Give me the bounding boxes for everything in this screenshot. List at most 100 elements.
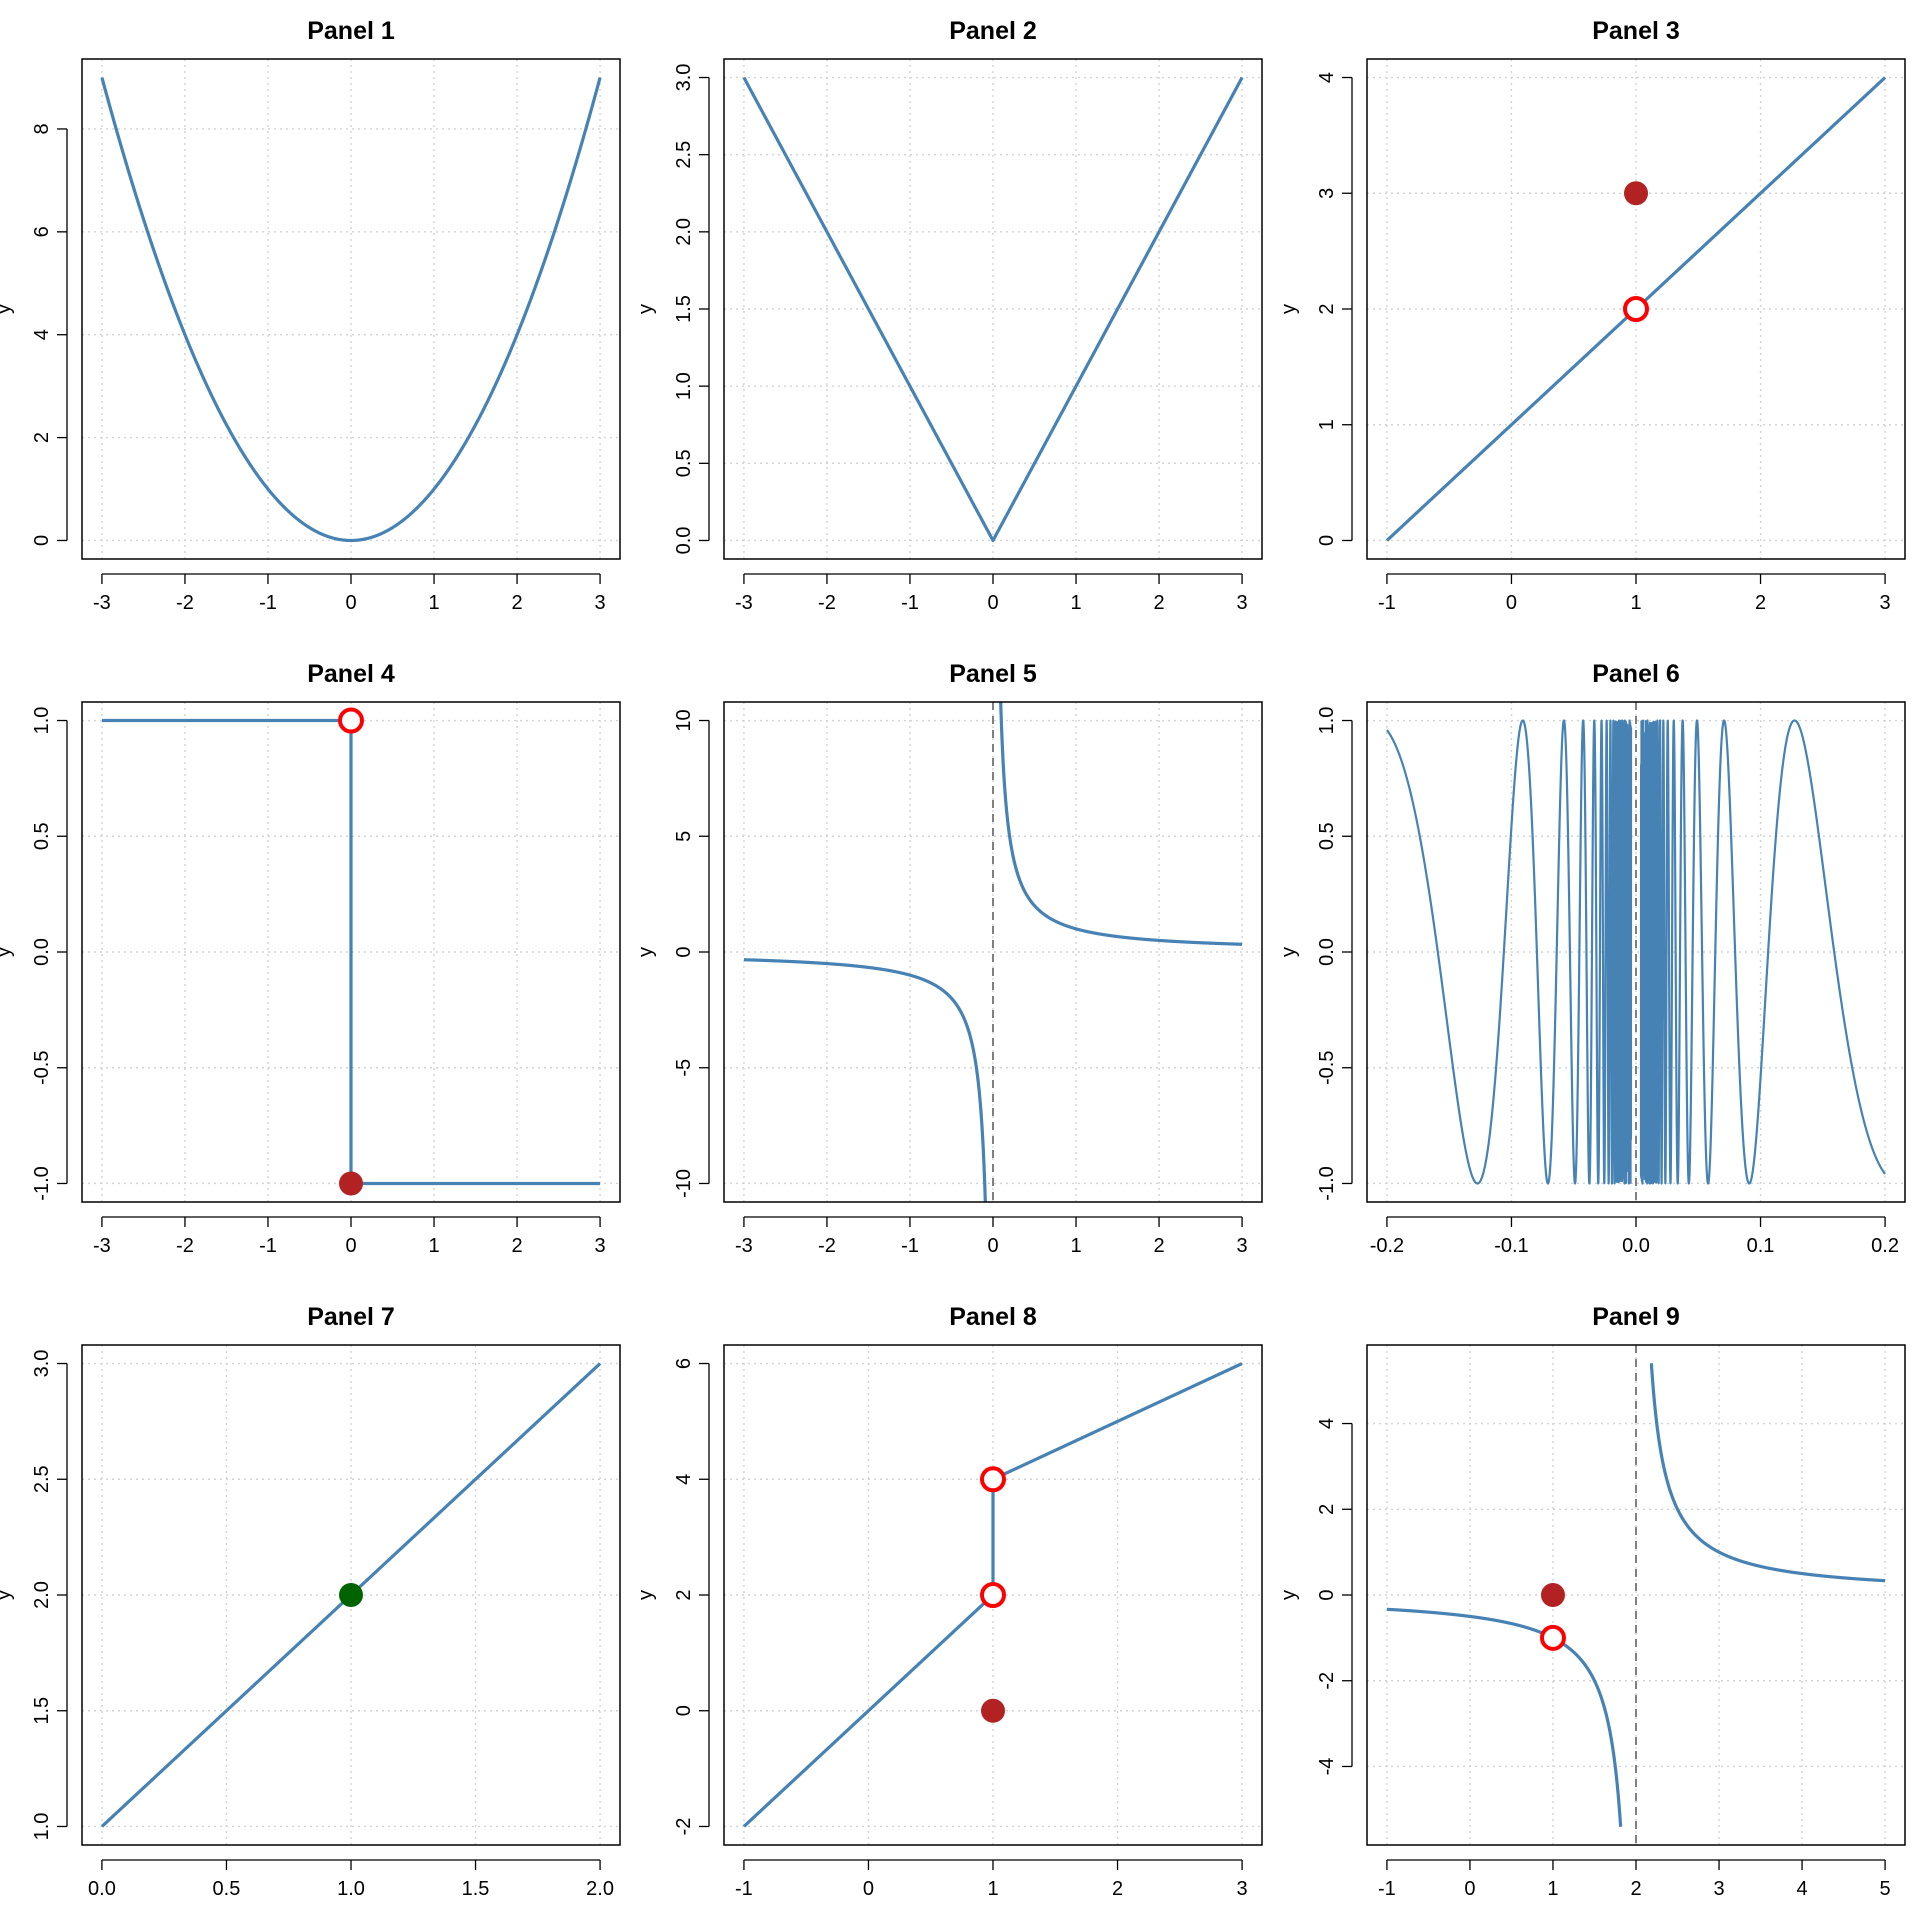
panel-6-title: Panel 6 [1592, 660, 1680, 688]
panel-1-ytick-label-1: 2 [31, 432, 53, 443]
panel-4-xtick-label-6: 3 [595, 1235, 606, 1257]
panel-6-ytick-label-3: 0.5 [1316, 822, 1338, 850]
panel-2-ytick-label-2: 1.0 [673, 372, 695, 400]
panel-9-ytick-label-4: 4 [1316, 1418, 1338, 1429]
panel-9-ytick-label-3: 2 [1316, 1504, 1338, 1515]
panel-1: Panel 1 -3 -2 -1 0 1 2 3 0 2 4 6 8 y [0, 17, 621, 614]
panel-8-xtick-label-4: 3 [1237, 1878, 1248, 1900]
panel-5-xtick-label-6: 3 [1237, 1235, 1248, 1257]
panel-9-ylabel: y [1278, 1590, 1300, 1600]
panel-7-frame [81, 1344, 621, 1846]
panel-8-ytick-label-0: -2 [673, 1818, 695, 1836]
panel-4-xtick-label-0: -3 [93, 1235, 111, 1257]
panel-7-ytick-label-3: 2.5 [31, 1465, 53, 1493]
panel-8-xtick-label-1: 0 [863, 1878, 874, 1900]
panel-7-xtick-label-0: 0.0 [88, 1878, 116, 1900]
panel-3-xtick-label-1: 0 [1506, 592, 1517, 614]
panel-8-xtick-label-2: 1 [987, 1878, 998, 1900]
panel-4-title: Panel 4 [307, 660, 395, 688]
panel-3-xtick-label-3: 2 [1755, 592, 1766, 614]
panel-9-xtick-label-5: 4 [1796, 1878, 1807, 1900]
panel-9-point-1 [1539, 1624, 1566, 1651]
panel-7-ylabel: y [0, 1590, 15, 1600]
panel-1-ytick-label-2: 4 [31, 329, 53, 340]
panel-2-ylabel: y [635, 304, 657, 314]
panel-4-frame [81, 701, 621, 1203]
panel-3-ylabel: y [1278, 304, 1300, 314]
panel-8-point-1 [980, 1582, 1006, 1608]
panel-3-ytick-label-4: 4 [1316, 72, 1338, 83]
panel-5-frame [723, 701, 1263, 1203]
panel-3-title: Panel 3 [1592, 17, 1680, 45]
panel-4-xtick-label-3: 0 [345, 1235, 356, 1257]
panel-8: Panel 8 -1 0 1 2 3 -2 0 2 4 6 y [635, 1303, 1263, 1900]
panel-6-ytick-label-1: -0.5 [1316, 1051, 1338, 1085]
panel-8-ylabel: y [635, 1590, 657, 1600]
panel-8-series-0 [742, 1593, 995, 1828]
panel-5-ytick-label-3: 5 [673, 831, 695, 842]
panel-4-ytick-label-3: 0.5 [31, 822, 53, 850]
panel-2-ytick-label-0: 0.0 [673, 527, 695, 555]
panel-9-xtick-label-1: 0 [1464, 1878, 1475, 1900]
panel-6-ytick-label-4: 1.0 [1316, 707, 1338, 735]
panel-7-point-0 [339, 1583, 363, 1607]
panel-4-ytick-label-4: 1.0 [31, 707, 53, 735]
panel-7-ytick-label-1: 1.5 [31, 1697, 53, 1725]
panel-9-ytick-label-2: 0 [1316, 1589, 1338, 1600]
panel-2-series-0 [742, 76, 1244, 543]
panel-3-ytick-label-0: 0 [1316, 535, 1338, 546]
panel-5-xtick-label-1: -2 [818, 1235, 836, 1257]
panel-2-title: Panel 2 [949, 17, 1037, 45]
panel-4-point-1 [339, 1171, 363, 1196]
panel-3-ytick-label-2: 2 [1316, 303, 1338, 314]
panel-5-ytick-label-1: -5 [673, 1059, 695, 1077]
panel-2-xtick-label-3: 0 [987, 592, 998, 614]
panel-2-ytick-label-5: 2.5 [673, 141, 695, 169]
panel-3-xtick-label-2: 1 [1630, 592, 1641, 614]
panel-1-xtick-label-0: -3 [93, 592, 111, 614]
panel-5-xtick-label-5: 2 [1153, 1235, 1164, 1257]
panel-9-point-0 [1540, 1583, 1565, 1607]
panel-8-frame [723, 1344, 1263, 1846]
panel-4-xtick-label-4: 1 [428, 1235, 439, 1257]
panel-9-series-1 [1649, 1362, 1887, 1583]
panel-6-xtick-label-3: 0.1 [1747, 1235, 1775, 1257]
panel-1-ytick-label-4: 8 [31, 123, 53, 134]
panel-7-xtick-label-3: 1.5 [462, 1878, 490, 1900]
panel-6-xtick-label-2: 0.0 [1622, 1235, 1650, 1257]
panel-6-ytick-label-0: -1.0 [1316, 1166, 1338, 1200]
panel-9-xtick-label-6: 5 [1880, 1878, 1891, 1900]
panel-2-ytick-label-1: 0.5 [673, 449, 695, 477]
panel-9-ytick-label-0: -4 [1316, 1758, 1338, 1776]
panel-4-ytick-label-0: -1.0 [31, 1166, 53, 1200]
panel-6-series-1 [1639, 719, 1887, 1185]
panel-1-xtick-label-6: 3 [595, 592, 606, 614]
panel-5-ylabel: y [635, 947, 657, 957]
panel-1-title: Panel 1 [307, 17, 395, 45]
panel-6-xtick-label-1: -0.1 [1494, 1235, 1528, 1257]
panel-6-series-0 [1385, 719, 1633, 1185]
panel-6-xtick-label-4: 0.2 [1871, 1235, 1899, 1257]
panel-1-xtick-label-5: 2 [511, 592, 522, 614]
panel-5-series-1 [999, 702, 1244, 946]
panel-6-ytick-label-2: 0.0 [1316, 938, 1338, 966]
panel-7-xtick-label-2: 1.0 [337, 1878, 365, 1900]
panel-1-series-0 [100, 76, 602, 543]
panel-2-xtick-label-0: -3 [735, 592, 753, 614]
panel-2-ytick-label-3: 1.5 [673, 295, 695, 323]
panel-6-xtick-label-0: -0.2 [1370, 1235, 1404, 1257]
panel-5-ytick-label-2: 0 [673, 946, 695, 957]
panel-3-ytick-label-3: 3 [1316, 188, 1338, 199]
panel-4-ytick-label-1: -0.5 [31, 1051, 53, 1085]
panel-2-ytick-label-4: 2.0 [673, 218, 695, 246]
panel-8-ytick-label-3: 4 [673, 1474, 695, 1485]
panel-2-frame [723, 58, 1263, 560]
panel-5-series-0 [742, 958, 987, 1202]
panel-9-xtick-label-4: 3 [1713, 1878, 1724, 1900]
panel-2-xtick-label-5: 2 [1153, 592, 1164, 614]
panel-7-ytick-label-2: 2.0 [31, 1581, 53, 1609]
panel-7-xtick-label-4: 2.0 [586, 1878, 614, 1900]
panel-1-ylabel: y [0, 304, 15, 314]
